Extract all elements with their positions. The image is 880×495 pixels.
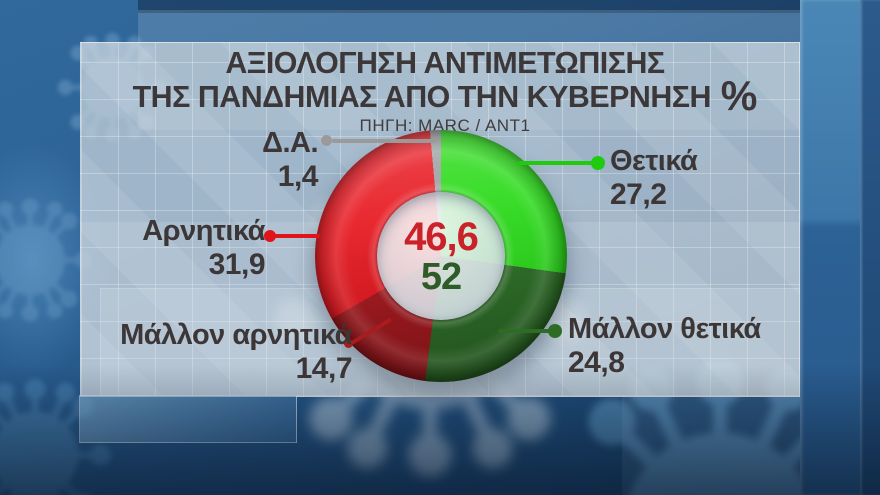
page-title-line1: ΑΞΙΟΛΟΓΗΣΗ ΑΝΤΙΜΕΤΩΠΙΣΗΣ (225, 45, 665, 80)
slice-value: 27,2 (610, 178, 667, 211)
slice-value: 14,7 (295, 352, 353, 385)
connector-dot-da (321, 135, 332, 146)
label-group-mallon-thetika: Μάλλον θετικά 24,8 (568, 312, 761, 380)
page-title-line2: ΤΗΣ ΠΑΝΔΗΜΙΑΣ ΑΠΟ ΤΗΝ ΚΥΒΕΡΝΗΣΗ% (97, 75, 793, 117)
slice-label: Θετικά (610, 145, 698, 177)
donut-hole: 46,6 52 (377, 192, 505, 320)
connector-dot-mallon-thetika (548, 324, 562, 338)
source-credit: ΠΗΓΗ: MARC / ANT1 (359, 116, 531, 135)
header: ΑΞΙΟΛΟΓΗΣΗ ΑΝΤΙΜΕΤΩΠΙΣΗΣ ΤΗΣ ΠΑΝΔΗΜΙΑΣ Α… (90, 46, 800, 136)
slice-value: 24,8 (568, 346, 625, 379)
connector-line-thetika (518, 161, 598, 165)
page-title-line2-text: ΤΗΣ ΠΑΝΔΗΜΙΑΣ ΑΠΟ ΤΗΝ ΚΥΒΕΡΝΗΣΗ (132, 79, 712, 114)
connector-line-mallon-thetika (498, 329, 554, 333)
slice-label: Μάλλον αρνητικά (120, 319, 352, 351)
bottom-vignette (0, 365, 880, 495)
connector-dot-mallon-arnitika (344, 339, 353, 348)
percent-sign: % (720, 72, 758, 119)
connector-dot-thetika (591, 156, 605, 170)
slice-label: Αρνητικά (142, 215, 265, 247)
connector-dot-arnitika (264, 230, 276, 242)
slice-value: 31,9 (208, 248, 266, 281)
slice-label: Δ.Α. (262, 127, 318, 159)
connector-line-da (332, 139, 436, 143)
center-negative-total: 46,6 (404, 215, 479, 259)
connector-line-arnitika (274, 234, 320, 238)
label-group-arnitika: Αρνητικά 31,9 (142, 214, 265, 282)
label-group-mallon-arnitika: Μάλλον αρνητικά 14,7 (120, 318, 352, 386)
top-dark-strip (138, 0, 880, 13)
center-positive-total: 52 (420, 256, 462, 298)
label-group-da: Δ.Α. 1,4 (262, 126, 318, 194)
label-group-thetika: Θετικά 27,2 (610, 144, 698, 212)
slice-label: Μάλλον θετικά (568, 313, 761, 345)
slice-value: 1,4 (277, 160, 319, 193)
